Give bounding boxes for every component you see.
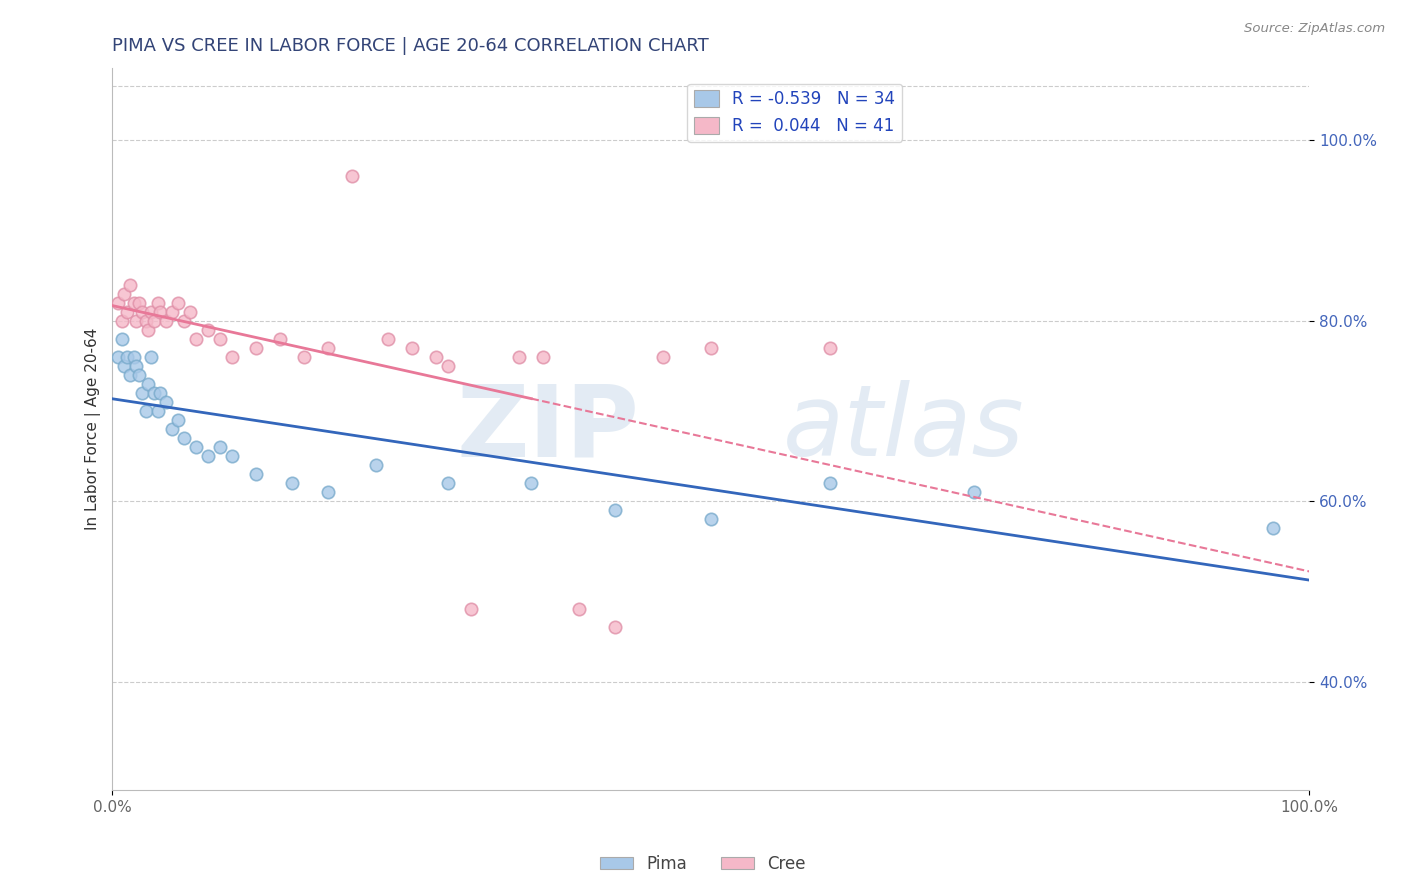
Point	[131, 385, 153, 400]
Point	[173, 431, 195, 445]
Point	[364, 458, 387, 472]
Point	[139, 304, 162, 318]
Point	[603, 503, 626, 517]
Point	[146, 404, 169, 418]
Text: atlas: atlas	[783, 380, 1024, 477]
Point	[1263, 521, 1285, 535]
Point	[149, 385, 172, 400]
Point	[221, 350, 243, 364]
Point	[143, 313, 166, 327]
Point	[425, 350, 447, 364]
Point	[460, 602, 482, 616]
Point	[568, 602, 591, 616]
Point	[820, 341, 842, 355]
Point	[131, 304, 153, 318]
Point	[146, 295, 169, 310]
Point	[111, 313, 134, 327]
Point	[136, 376, 159, 391]
Point	[340, 169, 363, 184]
Point	[197, 449, 219, 463]
Y-axis label: In Labor Force | Age 20-64: In Labor Force | Age 20-64	[86, 327, 101, 530]
Point	[128, 368, 150, 382]
Point	[122, 295, 145, 310]
Point	[120, 368, 142, 382]
Point	[245, 341, 267, 355]
Point	[139, 350, 162, 364]
Point	[292, 350, 315, 364]
Point	[112, 359, 135, 373]
Point	[107, 350, 129, 364]
Point	[963, 485, 986, 500]
Point	[436, 359, 458, 373]
Point	[197, 323, 219, 337]
Point	[221, 449, 243, 463]
Point	[167, 295, 190, 310]
Point	[377, 332, 399, 346]
Point	[155, 313, 177, 327]
Point	[149, 304, 172, 318]
Text: PIMA VS CREE IN LABOR FORCE | AGE 20-64 CORRELATION CHART: PIMA VS CREE IN LABOR FORCE | AGE 20-64 …	[112, 37, 709, 55]
Point	[531, 350, 554, 364]
Point	[700, 512, 723, 526]
Point	[436, 476, 458, 491]
Point	[107, 295, 129, 310]
Point	[115, 350, 138, 364]
Point	[162, 422, 184, 436]
Point	[520, 476, 543, 491]
Point	[245, 467, 267, 481]
Point	[186, 440, 208, 454]
Point	[173, 313, 195, 327]
Point	[115, 304, 138, 318]
Text: ZIP: ZIP	[456, 380, 638, 477]
Point	[112, 286, 135, 301]
Point	[135, 313, 157, 327]
Point	[128, 295, 150, 310]
Legend: Pima, Cree: Pima, Cree	[593, 848, 813, 880]
Point	[120, 277, 142, 292]
Point	[508, 350, 530, 364]
Text: Source: ZipAtlas.com: Source: ZipAtlas.com	[1244, 22, 1385, 36]
Point	[401, 341, 423, 355]
Point	[700, 341, 723, 355]
Point	[111, 332, 134, 346]
Point	[167, 413, 190, 427]
Point	[209, 332, 232, 346]
Point	[155, 394, 177, 409]
Point	[209, 440, 232, 454]
Point	[135, 404, 157, 418]
Point	[281, 476, 304, 491]
Point	[125, 359, 148, 373]
Point	[136, 323, 159, 337]
Point	[143, 385, 166, 400]
Point	[820, 476, 842, 491]
Point	[316, 485, 339, 500]
Point	[122, 350, 145, 364]
Point	[316, 341, 339, 355]
Point	[603, 620, 626, 634]
Point	[269, 332, 291, 346]
Point	[125, 313, 148, 327]
Point	[162, 304, 184, 318]
Legend: R = -0.539   N = 34, R =  0.044   N = 41: R = -0.539 N = 34, R = 0.044 N = 41	[688, 84, 901, 142]
Point	[179, 304, 201, 318]
Point	[652, 350, 675, 364]
Point	[186, 332, 208, 346]
